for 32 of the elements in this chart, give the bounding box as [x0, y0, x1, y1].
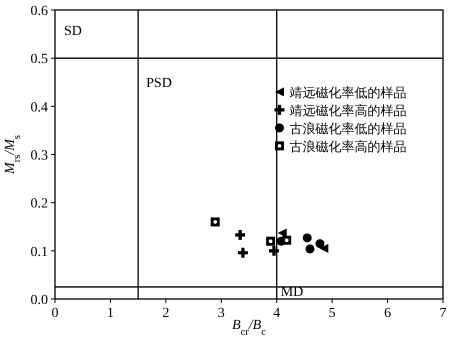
y-tick-label: 0.5: [30, 52, 48, 68]
x-tick-label: 7: [440, 306, 446, 321]
y-tick-label: 0.3: [30, 148, 48, 164]
y-tick-label: 0.0: [30, 293, 48, 308]
annotation: PSD: [146, 76, 172, 91]
point: [305, 244, 314, 254]
legend-label: 靖远磁化率低的样品: [289, 84, 406, 101]
point: [302, 233, 312, 242]
point: [319, 244, 328, 253]
x-tick-label: 2: [162, 306, 170, 321]
x-tick-label: 0: [52, 306, 58, 321]
x-tick-label: 3: [218, 306, 225, 321]
legend-label: 古浪磁化率高的样品: [289, 138, 406, 155]
point: [266, 236, 276, 246]
y-tick-label: 0.2: [30, 196, 48, 212]
x-tick-label: 6: [384, 306, 392, 321]
x-tick-label: 1: [106, 306, 114, 321]
annotation: SD: [64, 24, 82, 39]
point: [315, 239, 324, 248]
legend-label: 古浪磁化率低的样品: [289, 120, 406, 137]
x-axis-title: B$_{cr}$/B$_{c}$: [232, 318, 266, 338]
point: [238, 248, 248, 258]
y-tick-label: 0.1: [30, 244, 48, 260]
legend-label: 靖远磁化率高的样品: [289, 102, 406, 119]
y-tick-label: 0.6: [30, 4, 48, 19]
point: [235, 230, 246, 240]
point: [268, 246, 279, 256]
point: [282, 236, 292, 245]
x-tick-label: 4: [273, 306, 280, 321]
x-tick-label: 5: [328, 306, 336, 321]
point: [210, 217, 220, 226]
y-tick-label: 0.4: [30, 100, 48, 116]
